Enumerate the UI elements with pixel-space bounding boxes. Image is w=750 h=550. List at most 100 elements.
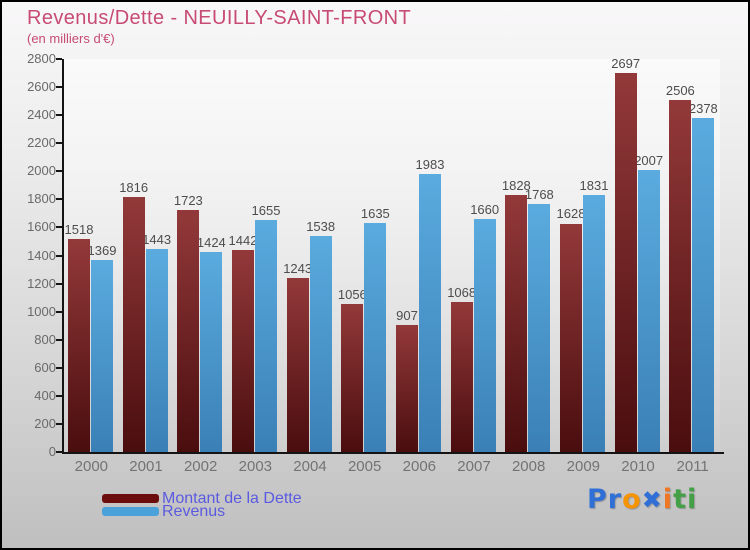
- legend-swatch-revenus: [102, 507, 159, 516]
- bar-revenus: [528, 203, 551, 452]
- y-axis-tick: [56, 451, 62, 453]
- bar-value-label-dette: 1628: [556, 206, 586, 222]
- bar-dette: [232, 249, 254, 452]
- bar-value-label-revenus: 1660: [470, 202, 500, 217]
- logo-letter: P: [587, 484, 608, 515]
- y-axis-tick: [56, 282, 62, 285]
- legend: Montant de la Dette Revenus: [102, 490, 302, 520]
- x-axis-label: 2010: [621, 458, 655, 475]
- x-axis-label: 2004: [293, 458, 327, 475]
- bar-revenus: [200, 252, 223, 452]
- bar-value-label-dette: 2697: [611, 56, 641, 72]
- bar-dette: [122, 197, 145, 452]
- bar-dette: [286, 277, 309, 452]
- y-axis-tick-label: 2800: [27, 51, 56, 66]
- x-axis-line: [62, 452, 724, 454]
- bar-value-label-dette: 1068: [447, 285, 477, 301]
- x-axis-label: 2008: [511, 458, 546, 475]
- y-axis-tick-label: 600: [34, 359, 56, 375]
- bar-revenus: [473, 219, 496, 452]
- logo-x-icon: ✖: [641, 486, 663, 514]
- y-axis-tick-label: 200: [34, 415, 56, 431]
- y-axis-line: [62, 59, 64, 454]
- bar-dette: [614, 73, 637, 452]
- bar-value-label-dette: 1723: [173, 193, 203, 209]
- bar-value-label-revenus: 1655: [251, 202, 281, 218]
- y-axis-tick-label: 1000: [27, 303, 56, 319]
- bar-dette: [341, 303, 364, 452]
- bar-dette: [669, 100, 692, 452]
- x-axis-label: 2011: [676, 458, 709, 475]
- legend-label-dette: Montant de la Dette: [162, 490, 302, 507]
- y-axis-tick: [56, 338, 62, 341]
- y-axis-tick: [56, 366, 62, 369]
- bar-value-label-dette: 907: [396, 307, 418, 323]
- legend-item-dette: Montant de la Dette: [102, 490, 302, 507]
- x-axis-label: 2009: [566, 458, 601, 475]
- x-axis-label: 2000: [74, 458, 109, 475]
- bar-value-label-revenus: 1369: [87, 242, 117, 258]
- page-subtitle: (en milliers d'€): [27, 31, 115, 46]
- y-axis-tick: [56, 310, 62, 313]
- y-axis-tick: [56, 198, 62, 201]
- y-axis-tick-label: 400: [34, 387, 56, 403]
- bar-value-label-dette: 1518: [64, 221, 94, 237]
- logo-letter: i: [686, 484, 698, 515]
- x-axis-label: 2001: [129, 458, 163, 475]
- legend-swatch-dette: [102, 494, 159, 503]
- bar-dette: [68, 238, 90, 452]
- logo-letter: o: [622, 484, 642, 515]
- y-axis-tick-label: 2600: [27, 79, 56, 95]
- y-axis-tick-label: 2400: [27, 107, 56, 123]
- y-axis-tick-label: 1200: [27, 275, 56, 291]
- bar-value-label-revenus: 1768: [524, 186, 554, 202]
- bar-value-label-dette: 1243: [283, 260, 313, 276]
- bar-revenus: [309, 236, 332, 452]
- y-axis-tick-label: 2000: [27, 163, 56, 179]
- y-axis-tick-label: 800: [34, 331, 56, 347]
- y-axis-tick: [56, 422, 62, 425]
- legend-label-revenus: Revenus: [162, 503, 226, 520]
- y-axis-tick: [56, 142, 62, 145]
- y-axis-tick: [56, 226, 62, 229]
- bar-dette: [560, 223, 582, 452]
- bar-dette: [396, 324, 418, 452]
- bar-revenus: [91, 259, 113, 452]
- bar-dette: [177, 210, 200, 452]
- y-axis-tick: [56, 170, 62, 173]
- bar-revenus: [255, 219, 277, 452]
- bar-value-label-dette: 1828: [501, 178, 531, 194]
- bar-revenus: [692, 118, 715, 452]
- x-axis-label: 2006: [402, 458, 437, 475]
- bar-dette: [450, 302, 473, 452]
- bar-value-label-dette: 1816: [119, 180, 149, 196]
- bar-value-label-revenus: 1635: [360, 205, 390, 221]
- proxiti-logo[interactable]: Pro✖iti: [587, 484, 697, 515]
- y-axis-tick: [56, 114, 62, 117]
- y-axis-tick-label: 0: [48, 444, 56, 459]
- bar-revenus: [419, 173, 441, 452]
- y-axis-tick: [56, 86, 62, 89]
- logo-letter: t: [673, 484, 687, 515]
- y-axis-tick: [56, 394, 62, 397]
- legend-item-revenus: Revenus: [102, 503, 302, 520]
- logo-letter: r: [607, 484, 623, 515]
- y-axis-tick-label: 1400: [27, 247, 56, 263]
- y-axis-tick-label: 2200: [27, 135, 56, 151]
- bar-dette: [505, 195, 528, 452]
- bar-value-label-revenus: 2007: [634, 153, 664, 169]
- x-axis-label: 2007: [457, 458, 491, 475]
- bar-value-label-dette: 1056: [337, 286, 367, 302]
- bar-value-label-revenus: 2378: [688, 101, 718, 117]
- bar-value-label-revenus: 1831: [579, 178, 609, 193]
- bar-revenus: [637, 170, 660, 452]
- y-axis-tick-label: 1600: [27, 219, 56, 235]
- bar-revenus: [583, 195, 605, 452]
- bar-value-label-revenus: 1983: [415, 156, 445, 172]
- bar-revenus: [145, 249, 168, 452]
- bar-value-label-dette: 2506: [665, 83, 695, 99]
- x-axis-label: 2003: [238, 458, 273, 475]
- y-axis-tick-label: 1800: [27, 191, 56, 207]
- bar-value-label-revenus: 1424: [196, 235, 226, 251]
